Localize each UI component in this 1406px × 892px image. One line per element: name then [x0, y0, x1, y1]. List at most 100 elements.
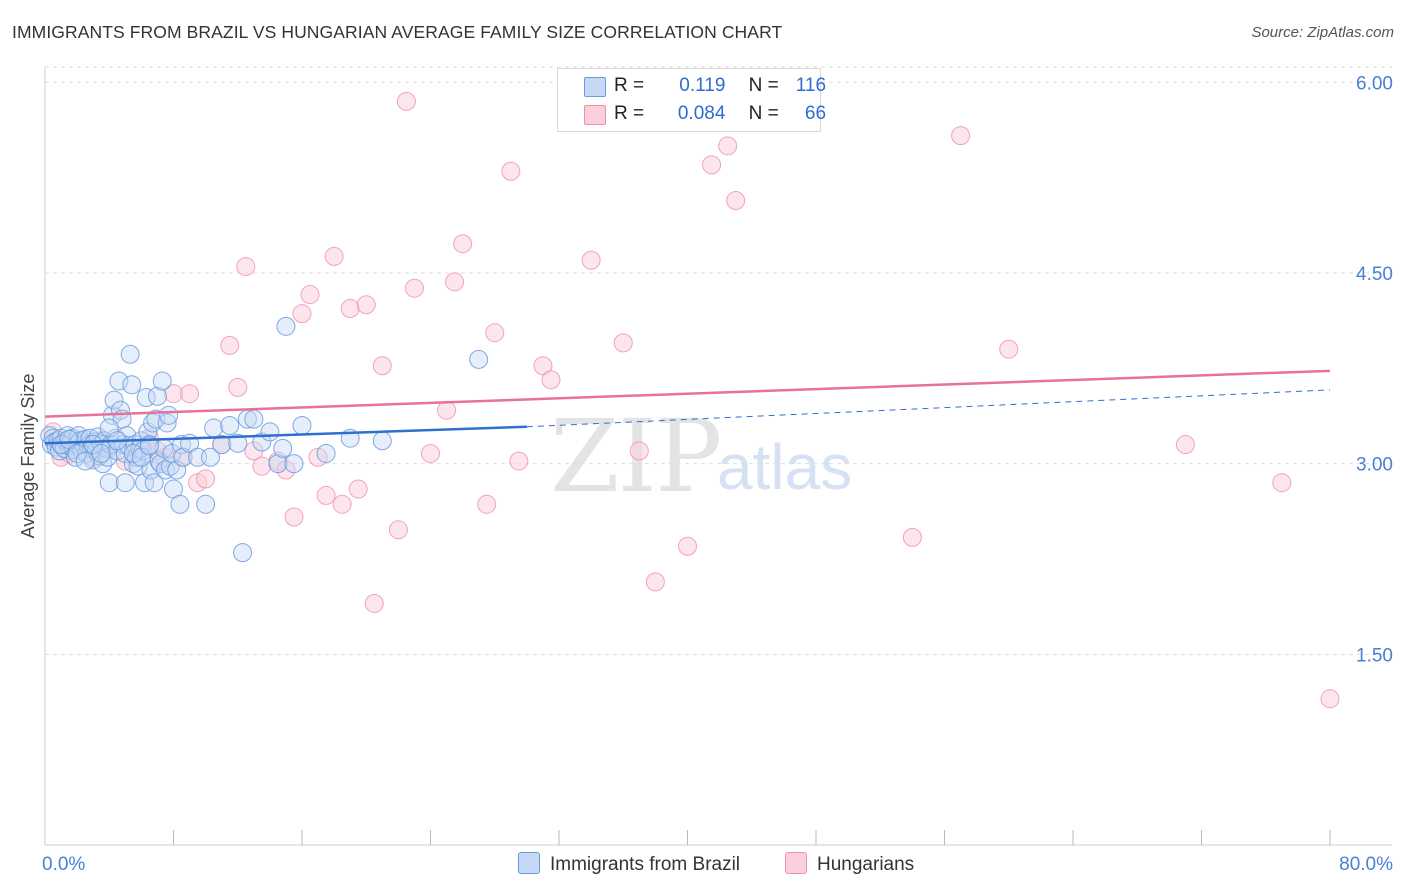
brazil-point: [67, 443, 87, 463]
brazil-point: [99, 473, 119, 493]
hungarians-point: [902, 527, 922, 547]
brazil-points: [40, 316, 489, 563]
hungarians-point: [284, 507, 304, 527]
brazil-point: [167, 460, 187, 480]
x-tick-label: 0.0%: [42, 854, 85, 875]
hungarians-point: [453, 234, 473, 254]
brazil-point: [120, 344, 140, 364]
hungarians-point: [332, 494, 352, 514]
brazil-trend-extension: [526, 389, 1331, 428]
bottom-legend-hungarians-label: Hungarians: [817, 854, 915, 875]
hungarians-point: [372, 356, 392, 376]
hungarians-point: [276, 460, 296, 480]
hungarians-point: [702, 155, 722, 175]
brazil-point: [115, 473, 135, 493]
brazil-point: [147, 386, 167, 406]
chart-title: IMMIGRANTS FROM BRAZIL VS HUNGARIAN AVER…: [12, 22, 783, 42]
tick-labels: 1.50 3.00 4.50 6.00 0.0% 80.0% Average Family …: [18, 73, 1393, 875]
brazil-point: [228, 433, 248, 453]
hungarians-point: [300, 285, 320, 305]
brazil-point: [372, 431, 392, 451]
hungarians-point: [292, 304, 312, 324]
brazil-point: [122, 375, 142, 395]
brazil-point: [244, 409, 264, 429]
brazil-point: [159, 405, 179, 425]
hungarians-point: [364, 593, 384, 613]
brazil-point: [173, 447, 193, 467]
brazil-point: [268, 454, 288, 474]
y-tick-label: 1.50: [1356, 645, 1393, 666]
bottom-legend-brazil: Immigrants from Brazil: [518, 852, 740, 876]
brazil-point: [276, 316, 296, 336]
brazil-point: [91, 443, 111, 463]
y-tick-label: 6.00: [1356, 73, 1393, 94]
brazil-point: [220, 415, 240, 435]
brazil-point: [233, 543, 253, 563]
y-tick-label: 4.50: [1356, 264, 1393, 285]
hungarians-point: [445, 272, 465, 292]
legend-n-label: N =: [748, 103, 779, 124]
bottom-legend-hungarians: Hungarians: [785, 852, 914, 876]
y-tick-label: 3.00: [1356, 455, 1393, 476]
brazil-point: [157, 413, 177, 433]
brazil-point: [144, 473, 164, 493]
brazil-point: [260, 422, 280, 442]
brazil-point: [152, 371, 172, 391]
brazil-point: [139, 436, 159, 456]
hungarians-point: [1175, 435, 1195, 455]
hungarians-point: [477, 494, 497, 514]
axes: [44, 67, 1392, 846]
hungarians-trend-line: [44, 369, 1331, 418]
brazil-point: [212, 435, 232, 455]
hungarians-point: [404, 278, 424, 298]
hungarians-point: [437, 400, 457, 420]
hungarians-point: [501, 161, 521, 181]
hungarians-point: [316, 485, 336, 505]
hungarians-point: [236, 257, 256, 277]
hungarians-point: [196, 469, 216, 489]
legend-r-label: R =: [614, 75, 645, 96]
brazil-point: [135, 473, 155, 493]
hungarians-point: [1320, 689, 1340, 709]
hungarians-point: [180, 384, 200, 404]
hungarians-point: [629, 441, 649, 461]
hungarians-point: [252, 456, 272, 476]
brazil-trend-line: [44, 425, 527, 445]
hungarians-point: [678, 536, 697, 556]
hungarians-point: [220, 335, 240, 355]
hungarians-point: [396, 91, 416, 111]
brazil-point: [75, 451, 95, 471]
source-label: Source: ZipAtlas.com: [1251, 24, 1394, 41]
brazil-point: [204, 418, 224, 438]
brazil-point: [292, 415, 312, 435]
hungarians-point: [485, 323, 505, 343]
grid-lines: [45, 66, 1392, 655]
brazil-point: [200, 447, 220, 467]
hungarians-point: [951, 126, 971, 146]
bottom-swatch-hungarians: [785, 852, 807, 874]
legend-n-value: 116: [795, 75, 827, 96]
trend-lines: [44, 369, 1331, 445]
legend-swatch-brazil: [584, 77, 606, 97]
legend-r-value: 0.084: [677, 103, 726, 124]
brazil-point: [104, 390, 124, 410]
hungarians-point: [348, 479, 368, 499]
brazil-point: [170, 494, 190, 514]
x-tick-label: 80.0%: [1339, 854, 1393, 875]
legend-r-value: 0.119: [679, 75, 726, 96]
brazil-point: [196, 494, 216, 514]
legend-r-label: R =: [614, 103, 645, 124]
hungarians-point: [726, 190, 746, 210]
brazil-point: [284, 454, 304, 474]
hungarians-point: [645, 572, 665, 592]
hungarians-points: [43, 91, 1340, 709]
hungarians-point: [613, 333, 633, 353]
brazil-point: [109, 371, 129, 391]
hungarians-point: [356, 295, 376, 315]
brazil-point: [146, 409, 166, 429]
legend-n-value: 66: [804, 103, 827, 124]
hungarians-point: [1272, 473, 1292, 493]
bottom-legend-brazil-label: Immigrants from Brazil: [550, 854, 741, 875]
watermark-atlas: atlas: [717, 431, 853, 503]
